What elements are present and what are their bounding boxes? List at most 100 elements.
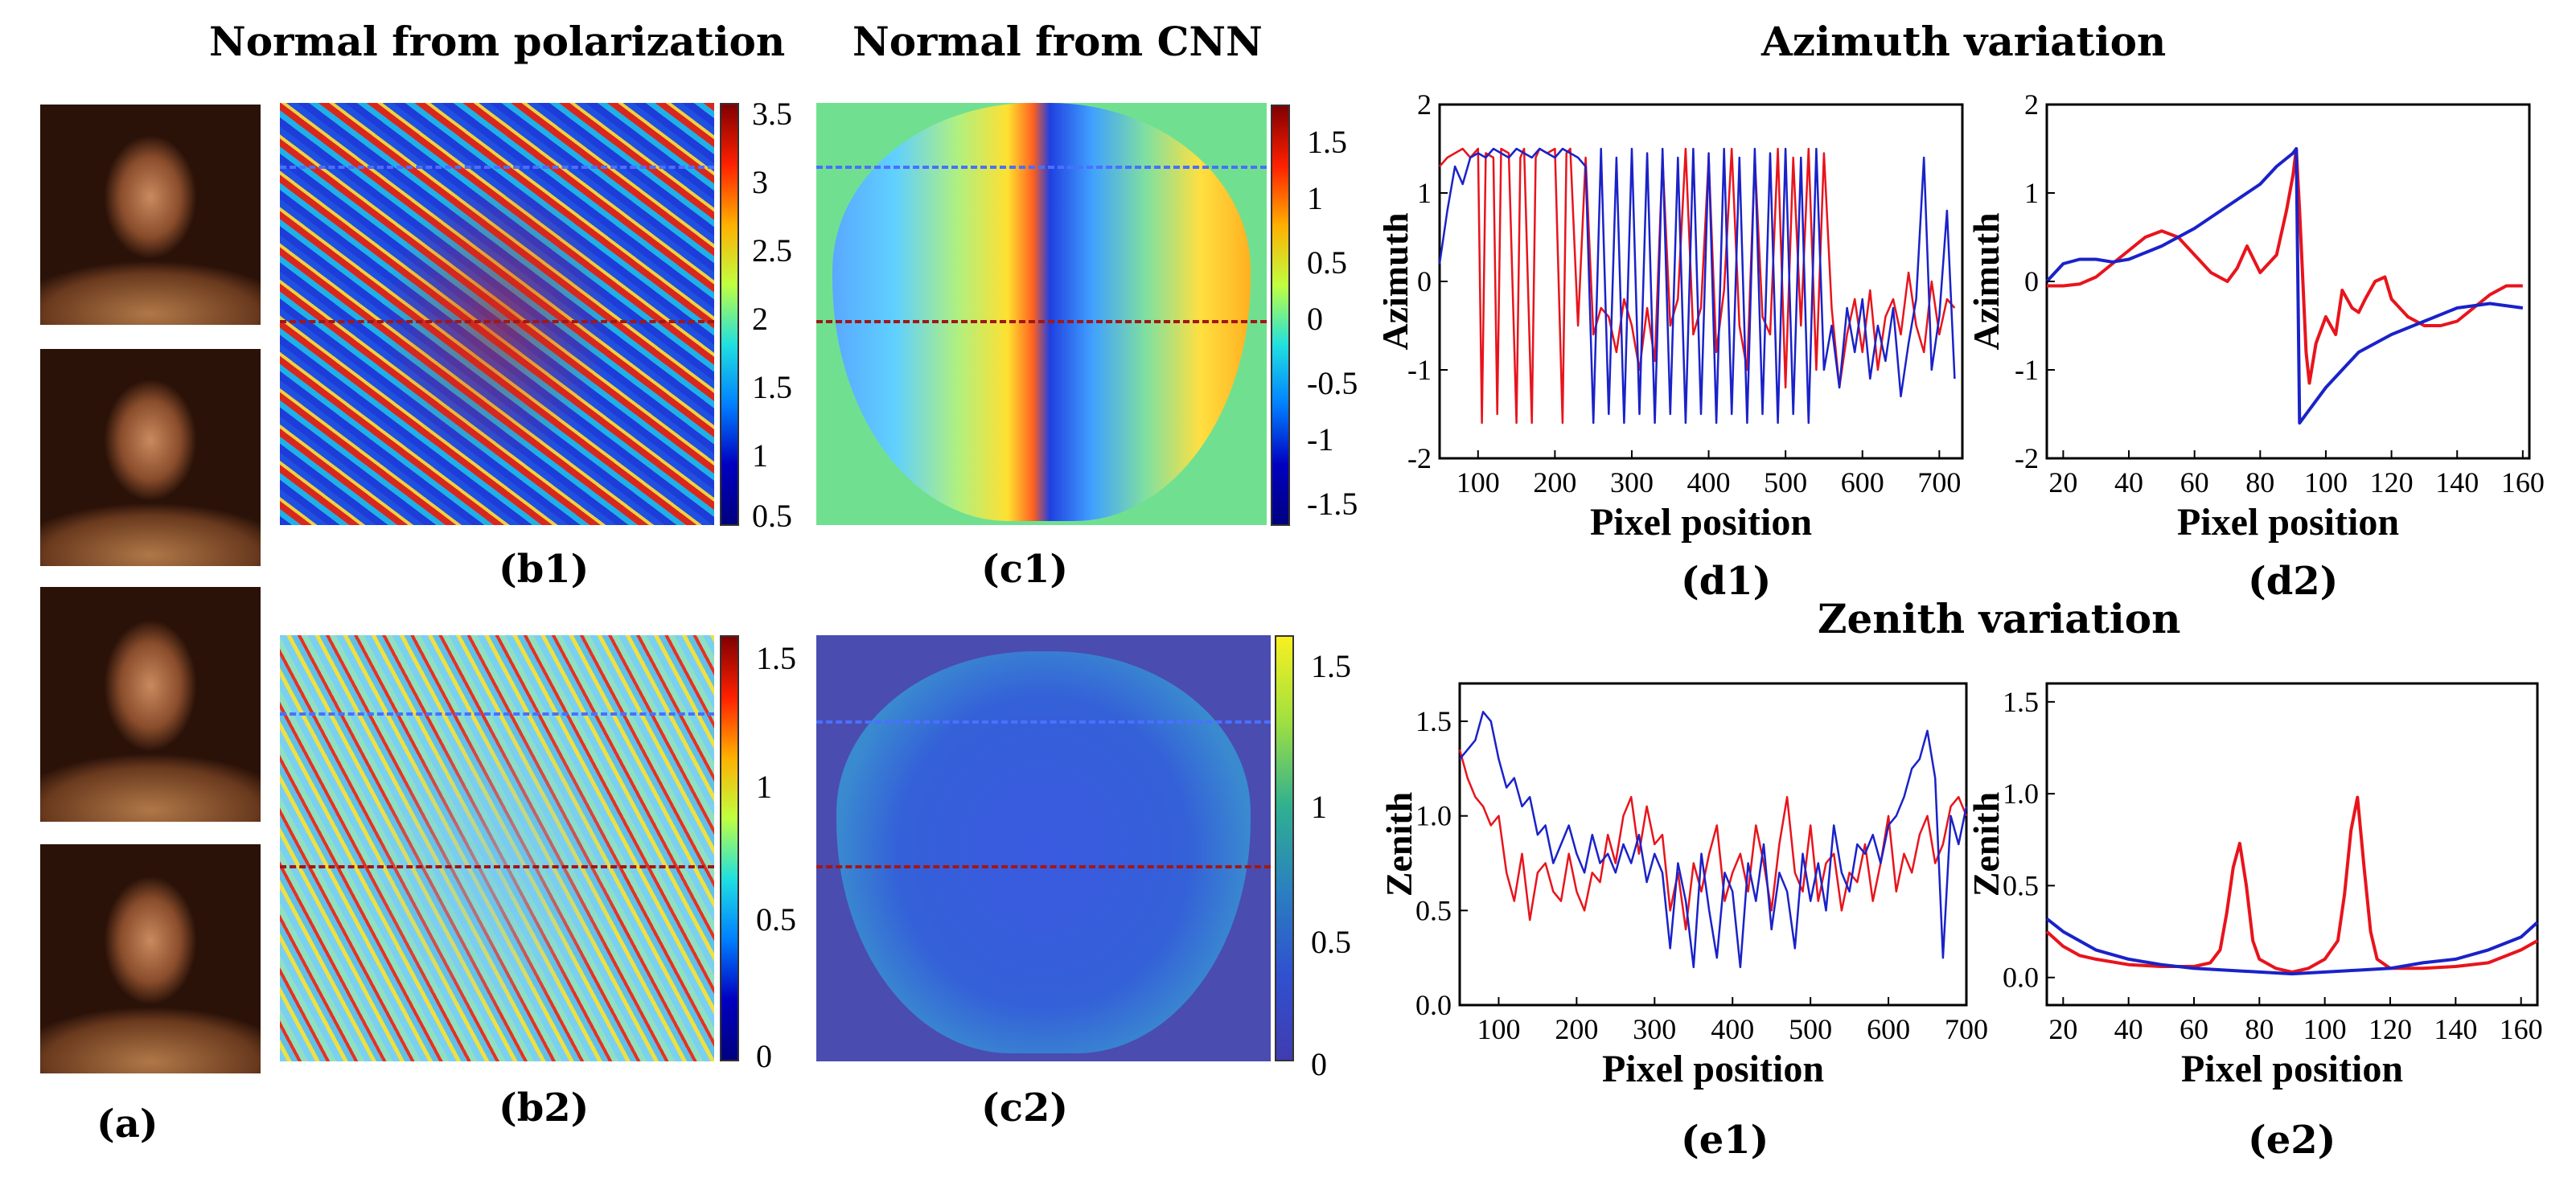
cbar-b1-tick: 0.5	[752, 498, 792, 534]
y-tick-label: 0	[2024, 265, 2039, 298]
x-tick-label: 400	[1687, 466, 1731, 499]
x-tick-label: 160	[2500, 1013, 2543, 1045]
x-tick-label: 600	[1841, 466, 1884, 499]
y-tick-label: -2	[1407, 442, 1432, 474]
plot-frame	[1458, 682, 1968, 1007]
chart-d1: 100 200 300 400 500 600 700 -2 -1 0 1 2 Pixel positi…	[1383, 88, 1964, 544]
x-tick-label: 120	[2370, 466, 2414, 499]
cbar-b2-tick: 0.5	[756, 901, 796, 938]
colorbar-b1	[720, 103, 739, 526]
chart-d2: 20 40 60 80 100 120 140 160 -2 -1 0 1 2 Pixel positio…	[1970, 88, 2545, 544]
cbar-c1-tick: 0	[1307, 301, 1323, 337]
x-tick-label: 100	[2303, 1013, 2347, 1045]
x-axis-label: Pixel position	[1590, 501, 1812, 544]
x-tick-label: 60	[2180, 1013, 2208, 1045]
x-tick-label: 500	[1764, 466, 1807, 499]
x-tick-label: 500	[1789, 1013, 1832, 1045]
x-tick-label: 100	[1477, 1013, 1520, 1045]
face-photo-3	[40, 587, 261, 822]
label-b2: (b2)	[499, 1085, 590, 1131]
y-tick-label: 1.0	[2003, 778, 2039, 810]
cbar-c2-tick: 1.5	[1311, 648, 1351, 684]
x-tick-label: 300	[1610, 466, 1654, 499]
label-d2: (d2)	[2248, 559, 2339, 604]
map-b2	[280, 635, 714, 1061]
series-red-line	[1439, 147, 1956, 425]
label-e1: (e1)	[1681, 1118, 1769, 1163]
label-d1: (d1)	[1681, 559, 1772, 604]
x-tick-label: 60	[2180, 466, 2209, 499]
x-tick-label: 100	[1456, 466, 1500, 499]
x-tick-label: 140	[2435, 466, 2479, 499]
x-axis-label: Pixel position	[1602, 1048, 1824, 1090]
title-polarization: Normal from polarization	[209, 18, 786, 65]
y-axis-label: Azimuth	[1383, 212, 1415, 350]
x-tick-label: 300	[1633, 1013, 1676, 1045]
x-tick-label: 40	[2114, 466, 2143, 499]
cbar-c1-tick: 1.5	[1307, 124, 1347, 160]
y-tick-label: 2	[2024, 88, 2039, 121]
y-axis-label: Azimuth	[1970, 212, 2007, 350]
x-tick-label: 600	[1867, 1013, 1910, 1045]
chart-e1: 100 200 300 400 500 600 700 0.0 0.5 1.0 1.5 Pixel p…	[1383, 682, 1988, 1090]
y-tick-label: 1.5	[1415, 705, 1452, 737]
x-tick-label: 200	[1533, 466, 1576, 499]
x-tick-label: 120	[2369, 1013, 2412, 1045]
y-tick-label: 1.0	[1415, 800, 1452, 832]
chart-e2: 20 40 60 80 100 120 140 160 0.0 0.5 1.0 1.5 Pixel po…	[1970, 682, 2543, 1090]
y-tick-label: 0.5	[1415, 894, 1452, 926]
x-tick-label: 20	[2048, 466, 2077, 499]
label-c2: (c2)	[981, 1085, 1069, 1131]
x-axis-label: Pixel position	[2181, 1048, 2403, 1090]
x-tick-label: 700	[1945, 1013, 1988, 1045]
face-photo-1	[40, 105, 261, 325]
y-axis-label: Zenith	[1383, 792, 1419, 897]
label-a: (a)	[97, 1102, 158, 1147]
y-tick-label: 1.5	[2003, 686, 2039, 718]
face-photo-4	[40, 844, 261, 1073]
series-red-line	[2047, 147, 2523, 385]
x-tick-label: 20	[2048, 1013, 2077, 1045]
cbar-c1-tick: -1	[1307, 421, 1334, 458]
x-tick-label: 700	[1917, 466, 1961, 499]
x-tick-label: 100	[2304, 466, 2348, 499]
x-axis-label: Pixel position	[2177, 501, 2399, 544]
colorbar-b2	[720, 635, 739, 1061]
label-b1: (b1)	[499, 547, 590, 592]
cbar-c1-tick: 0.5	[1307, 244, 1347, 281]
title-zenith: Zenith variation	[1818, 595, 2181, 642]
cbar-c2-tick: 0.5	[1311, 924, 1351, 960]
cbar-c1-tick: -1.5	[1307, 486, 1358, 522]
y-tick-label: -1	[1407, 354, 1432, 386]
cbar-b1-tick: 1.5	[752, 369, 792, 405]
series-blue-line	[1438, 147, 1956, 425]
title-cnn: Normal from CNN	[853, 18, 1263, 65]
y-tick-label: -2	[2015, 442, 2039, 474]
map-b1	[280, 103, 714, 525]
cbar-b2-tick: 1	[756, 769, 772, 805]
map-c1	[816, 103, 1267, 525]
x-tick-label: 200	[1555, 1013, 1598, 1045]
y-tick-label: 0	[1417, 265, 1432, 298]
x-tick-label: 80	[2245, 1013, 2274, 1045]
title-azimuth: Azimuth variation	[1761, 18, 2167, 65]
x-tick-label: 140	[2434, 1013, 2477, 1045]
colorbar-c2	[1275, 635, 1294, 1061]
series-blue-line	[1459, 711, 1968, 969]
label-c1: (c1)	[981, 547, 1069, 592]
cbar-c2-tick: 0	[1311, 1046, 1327, 1082]
series-blue-line	[2045, 147, 2524, 425]
cbar-b1-tick: 1	[752, 437, 768, 474]
y-tick-label: 0.0	[1415, 989, 1452, 1021]
cbar-b2-tick: 1.5	[756, 640, 796, 676]
colorbar-c1	[1271, 105, 1290, 526]
cbar-b1-tick: 3	[752, 164, 768, 200]
y-axis-label: Zenith	[1970, 792, 2007, 897]
face-photo-2	[40, 349, 261, 566]
y-tick-label: -1	[2015, 354, 2039, 386]
cbar-b1-tick: 2.5	[752, 232, 792, 269]
cbar-c2-tick: 1	[1311, 789, 1327, 825]
cbar-b2-tick: 0	[756, 1038, 772, 1074]
x-tick-label: 80	[2245, 466, 2274, 499]
y-tick-label: 1	[2024, 177, 2039, 209]
